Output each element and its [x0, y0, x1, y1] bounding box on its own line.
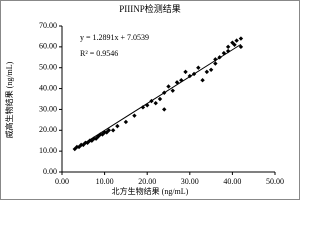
point — [232, 42, 237, 47]
point — [225, 44, 231, 50]
point — [110, 128, 116, 133]
point — [204, 69, 210, 75]
x-tick-label: 50.00 — [266, 177, 284, 186]
point — [123, 119, 129, 125]
point — [157, 96, 163, 102]
equation: y = 1.2891x + 7.0539 — [80, 33, 149, 42]
y-tick-label: 60.00 — [39, 42, 57, 51]
point — [153, 100, 158, 106]
point — [170, 88, 175, 93]
point — [104, 130, 109, 135]
x-tick-label: 10.00 — [96, 177, 114, 186]
y-tick-label: 10.00 — [39, 146, 57, 155]
x-tick-label: 0.00 — [55, 177, 69, 186]
point — [93, 136, 99, 141]
point — [106, 128, 112, 133]
y-tick-label: 50.00 — [39, 63, 57, 72]
point — [115, 123, 120, 129]
r-squared: R² = 0.9546 — [80, 49, 118, 58]
y-tick-label: 0.00 — [43, 167, 57, 176]
y-tick-label: 40.00 — [39, 83, 57, 92]
chart-title: PIIINP检测结果 — [119, 3, 181, 14]
x-tick-label: 20.00 — [138, 177, 156, 186]
point — [238, 36, 244, 41]
y-tick-label: 20.00 — [39, 125, 57, 134]
point — [196, 65, 201, 70]
x-axis-label: 北方生物结果 (ng/mL) — [112, 186, 189, 196]
point — [234, 38, 239, 43]
point — [132, 113, 137, 118]
point — [81, 142, 86, 148]
y-tick-label: 70.00 — [39, 21, 57, 30]
trendline — [74, 43, 242, 150]
x-tick-label: 40.00 — [223, 177, 241, 186]
point — [200, 78, 205, 83]
point — [208, 67, 214, 72]
point — [162, 107, 167, 112]
y-tick-label: 30.00 — [39, 104, 57, 113]
y-axis-label: 威高生物结果 (ng/mL) — [4, 61, 14, 138]
x-tick-label: 30.00 — [181, 177, 199, 186]
point — [179, 78, 184, 83]
point — [140, 105, 146, 110]
point — [238, 44, 244, 50]
point — [213, 57, 218, 62]
point — [183, 69, 188, 75]
point — [166, 84, 171, 89]
chart: PIIINP检测结果 北方生物结果 (ng/mL) 威高生物结果 (ng/mL)… — [0, 0, 300, 200]
point — [213, 61, 218, 66]
equation-box — [74, 30, 174, 62]
